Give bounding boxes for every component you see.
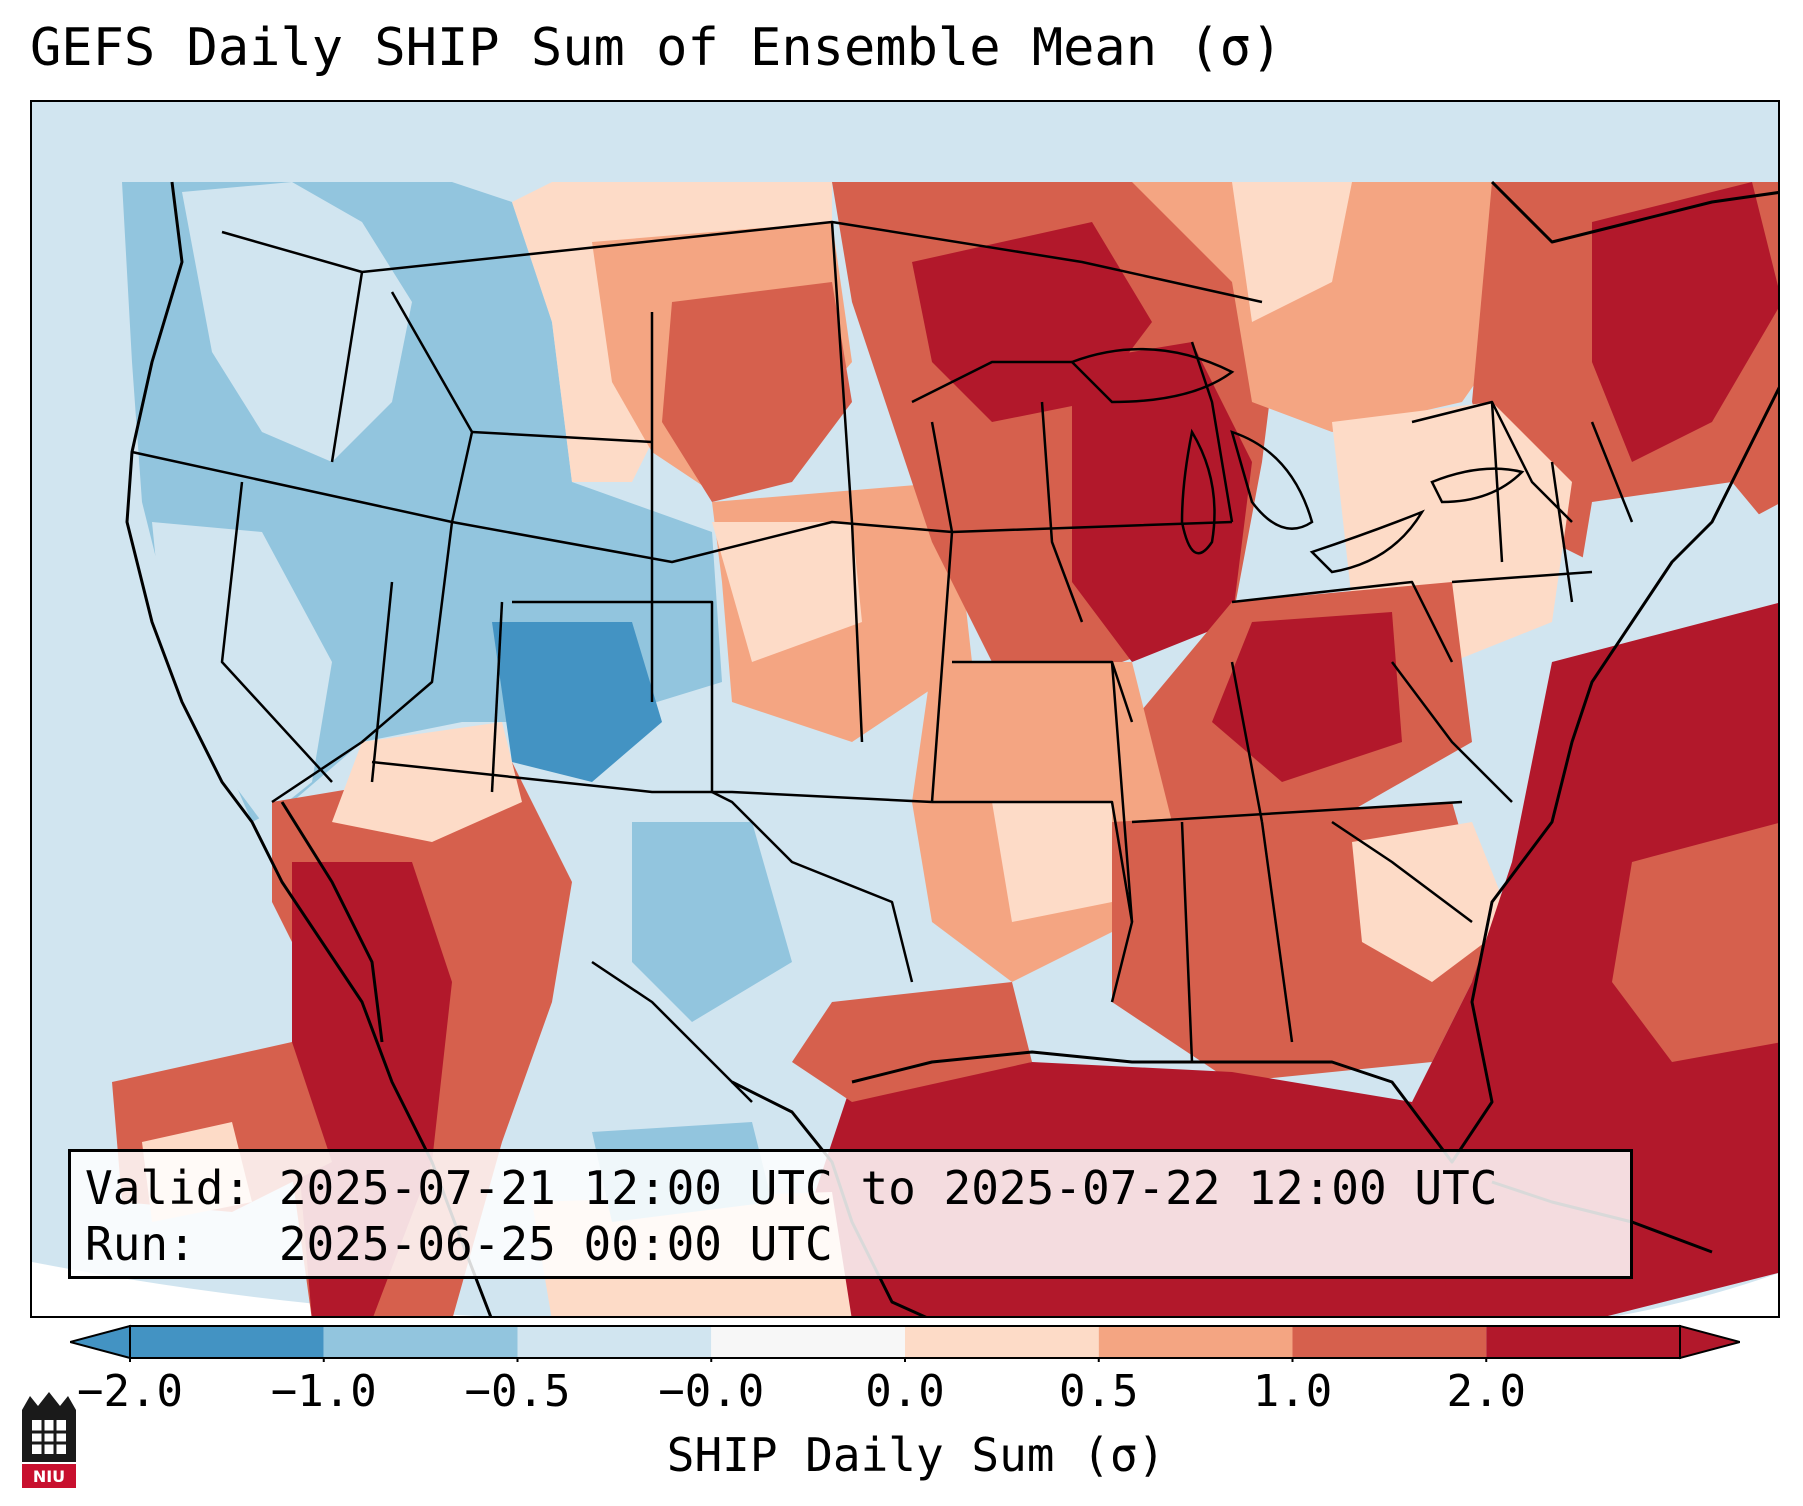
ohio-strong-warm [1212, 612, 1402, 782]
valid-time-line: Valid: 2025-07-21 12:00 UTC to 2025-07-2… [85, 1161, 1498, 1215]
validity-info-box: Valid: 2025-07-21 12:00 UTC to 2025-07-2… [68, 1149, 1633, 1279]
colorbar-segment [711, 1326, 905, 1358]
colorbar [70, 1324, 1740, 1362]
texas-cool-patch [632, 822, 792, 1022]
texas-coast-warm [792, 982, 1032, 1102]
state-boundaries [131, 220, 1634, 1103]
nebraska-light [712, 522, 862, 662]
colorbar-tick-label: −0.5 [464, 1366, 571, 1417]
ontario-light [1232, 182, 1352, 322]
map-panel [30, 100, 1780, 1318]
colorbar-tick-label: −1.0 [270, 1366, 377, 1417]
colorbar-tick-label: 1.0 [1252, 1366, 1333, 1417]
colorbar-tick-label: 0.0 [865, 1366, 945, 1417]
california-light [152, 522, 332, 822]
louisiana-light [992, 802, 1112, 922]
colorbar-extend-low [70, 1324, 131, 1360]
projection-edge-left [32, 1262, 475, 1316]
colorbar-segment [130, 1326, 324, 1358]
colorbar-segment [1292, 1326, 1487, 1358]
colorbar-segment [1098, 1326, 1293, 1358]
colorado-strong-cool [492, 622, 662, 782]
colorbar-segment [323, 1326, 518, 1358]
colorbar-label: SHIP Daily Sum (σ) [666, 1428, 1166, 1482]
colorbar-segment [517, 1326, 712, 1358]
map-title: GEFS Daily SHIP Sum of Ensemble Mean (σ) [30, 18, 1283, 78]
anomaly-map [32, 102, 1778, 1316]
colorbar-extend-high [1679, 1324, 1740, 1360]
colorbar-tick-label: 2.0 [1446, 1366, 1526, 1417]
ontario-warm [1132, 182, 1532, 432]
atlantic-strong-warm [1412, 603, 1778, 1316]
svg-text:NIU: NIU [33, 1467, 65, 1486]
projection-edge-right [1616, 1273, 1778, 1316]
niu-logo: NIU [22, 1392, 76, 1488]
colorbar-tick-label: −2.0 [77, 1366, 183, 1417]
dakotas-strong-warm [662, 282, 852, 502]
atlantic-warm-patch [1612, 823, 1778, 1062]
maritimes-strong-warm [1592, 182, 1778, 462]
run-time-line: Run: 2025-06-25 00:00 UTC [85, 1217, 833, 1271]
great-lakes-strong-warm [1072, 342, 1252, 662]
arizona-light [332, 722, 522, 842]
colorbar-segment [1486, 1326, 1680, 1358]
colorbar-tick-label: 0.5 [1059, 1366, 1139, 1417]
pnw-light-anomaly [182, 182, 412, 462]
great-lakes [1069, 347, 1525, 574]
colorbar-segment [905, 1326, 1099, 1358]
colorbar-tick-label: −0.0 [658, 1366, 765, 1417]
